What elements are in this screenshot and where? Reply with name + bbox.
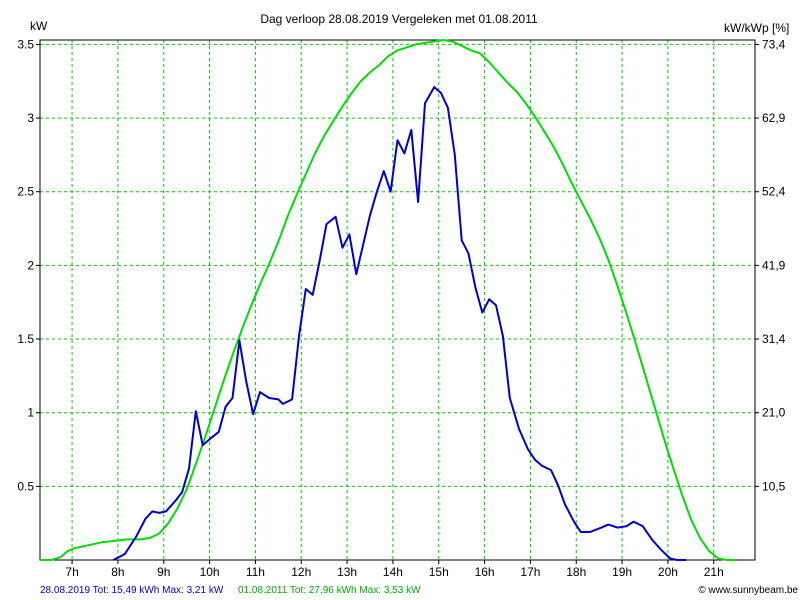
x-tick-label: 14h: [383, 565, 403, 579]
y-left-tick-label: 1: [27, 406, 34, 420]
legend-series-1: 28.08.2019 Tot: 15,49 kWh Max: 3,21 kW: [40, 585, 224, 596]
x-tick-label: 20h: [658, 565, 678, 579]
x-tick-label: 15h: [429, 565, 449, 579]
tick-marks: [36, 43, 759, 564]
y-left-axis-label: kW: [30, 19, 48, 33]
chart-title: Dag verloop 28.08.2019 Vergeleken met 01…: [260, 12, 538, 26]
x-tick-label: 12h: [291, 565, 311, 579]
y-left-tick-label: 3: [27, 111, 34, 125]
x-tick-label: 13h: [337, 565, 357, 579]
x-tick-label: 17h: [520, 565, 540, 579]
y-right-tick-label: 10,5: [762, 479, 786, 493]
series-line-2: [40, 39, 737, 561]
x-tick-label: 21h: [704, 565, 724, 579]
y-right-tick-labels: 10,5 21,0 31,4 41,9 52,4 62,9 73,4: [762, 37, 786, 493]
x-tick-labels: 7h 8h 9h 10h 11h 12h 13h 14h 15h 16h 17h 18h 19h 20h 2…: [65, 565, 723, 579]
x-tick-label: 16h: [475, 565, 495, 579]
x-tick-label: 9h: [157, 565, 170, 579]
series-line-1: [112, 86, 687, 561]
x-tick-label: 19h: [612, 565, 632, 579]
plot-frame: [39, 39, 756, 561]
y-right-tick-label: 21,0: [762, 406, 786, 420]
y-right-tick-label: 41,9: [762, 258, 786, 272]
y-right-tick-label: 52,4: [762, 185, 786, 199]
y-left-tick-labels: 0.5 1 1.5 2 2.5 3 3.5: [17, 37, 34, 493]
credit-text: © www.sunnybeam.be: [698, 585, 798, 596]
y-right-tick-label: 31,4: [762, 332, 786, 346]
y-left-tick-label: 0.5: [17, 479, 34, 493]
x-tick-label: 7h: [65, 565, 78, 579]
y-right-axis-label: kW/kWp [%]: [724, 21, 789, 35]
y-left-tick-label: 2.5: [17, 185, 34, 199]
y-left-tick-label: 2: [27, 258, 34, 272]
x-tick-label: 10h: [200, 565, 220, 579]
y-left-tick-label: 3.5: [17, 37, 34, 51]
legend-series-2: 01.08.2011 Tot: 27,96 kWh Max: 3,53 kW: [238, 585, 421, 596]
x-tick-label: 18h: [566, 565, 586, 579]
x-tick-label: 8h: [111, 565, 124, 579]
y-right-tick-label: 62,9: [762, 111, 786, 125]
y-left-tick-label: 1.5: [17, 332, 34, 346]
grid: [40, 40, 755, 560]
x-tick-label: 11h: [246, 565, 265, 579]
y-right-tick-label: 73,4: [762, 37, 786, 51]
series-lines: [40, 39, 737, 561]
